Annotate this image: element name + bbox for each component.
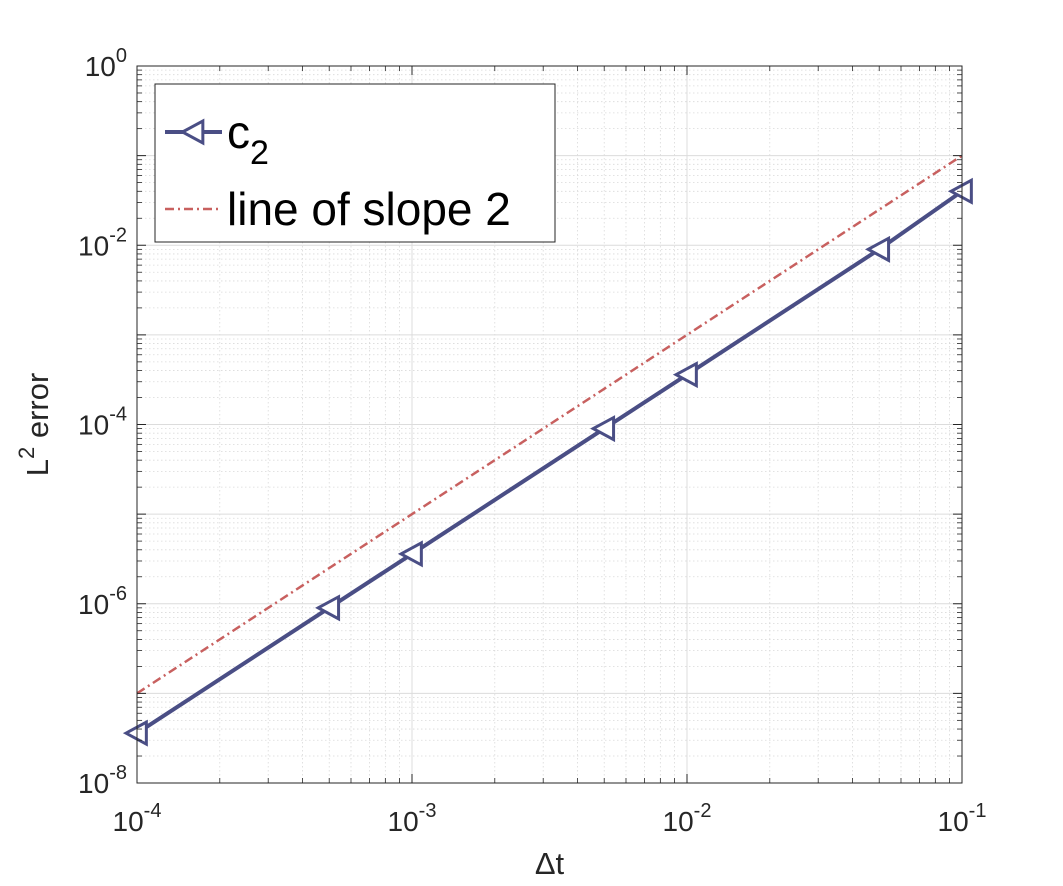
y-tick-label: 10-8 <box>78 762 127 799</box>
series-marker <box>397 540 423 568</box>
x-tick-label: 10-4 <box>113 800 162 837</box>
series-marker <box>590 415 616 443</box>
y-axis-label-sup: 2 <box>14 447 39 459</box>
legend: c2 line of slope 2 <box>154 83 556 243</box>
series-marker <box>315 594 341 622</box>
y-tick-label-exp: -6 <box>109 583 127 605</box>
x-tick-label-exp: -1 <box>969 800 987 822</box>
x-tick-label: 10-3 <box>388 800 437 837</box>
legend-label-sub: 2 <box>250 134 269 172</box>
series-layer <box>122 154 973 747</box>
y-axis-label: L2 error <box>14 373 55 477</box>
y-tick-label-base: 10 <box>78 410 109 441</box>
x-tick-label-base: 10 <box>663 806 694 837</box>
legend-label: line of slope 2 <box>227 183 511 235</box>
y-tick-label: 100 <box>85 45 127 82</box>
y-axis-label-base: L <box>20 459 55 476</box>
y-tick-label-base: 10 <box>78 589 109 620</box>
legend-swatch-marker <box>179 118 205 146</box>
y-tick-label-exp: -2 <box>109 224 127 246</box>
series-marker <box>865 235 891 263</box>
y-tick-label: 10-6 <box>78 583 127 620</box>
y-tick-label: 10-2 <box>78 224 127 261</box>
y-tick-label-base: 10 <box>85 51 116 82</box>
x-tick-label: 10-2 <box>663 800 712 837</box>
x-tick-label-base: 10 <box>388 806 419 837</box>
x-tick-label: 10-1 <box>938 800 987 837</box>
y-tick-label: 10-4 <box>78 404 127 441</box>
x-axis-label: Δt <box>535 846 565 881</box>
y-axis-label-rest: error <box>20 373 55 447</box>
x-tick-labels: 10-4 10-3 10-2 10-1 <box>113 800 987 837</box>
x-tick-label-base: 10 <box>938 806 969 837</box>
x-tick-label-exp: -4 <box>144 800 162 822</box>
y-tick-label-base: 10 <box>78 230 109 261</box>
x-tick-label-exp: -3 <box>419 800 437 822</box>
legend-box <box>154 83 556 243</box>
x-tick-label-base: 10 <box>113 806 144 837</box>
y-tick-label-exp: -8 <box>109 762 127 784</box>
x-tick-label-exp: -2 <box>694 800 712 822</box>
y-tick-label-exp: 0 <box>116 45 127 67</box>
series-marker <box>672 361 698 389</box>
y-tick-label-exp: -4 <box>109 404 127 426</box>
legend-label: c2 <box>227 106 269 172</box>
series-marker <box>122 719 148 747</box>
ticks-layer <box>136 65 963 784</box>
legend-label-name: line of slope 2 <box>227 183 511 235</box>
legend-label-name: c <box>227 106 250 158</box>
series-line-1 <box>136 154 963 695</box>
y-tick-label-base: 10 <box>78 768 109 799</box>
